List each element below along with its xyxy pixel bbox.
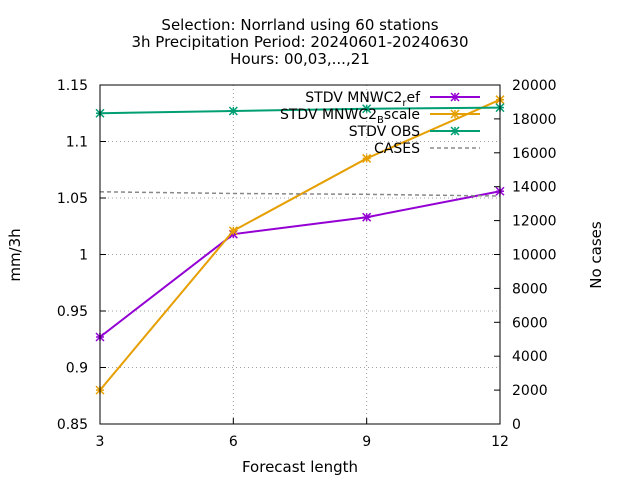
legend-marker-2	[450, 126, 460, 136]
title-line: Hours: 00,03,...,21	[230, 50, 370, 68]
y2-tick-label: 14000	[512, 180, 557, 196]
x-tick-label: 9	[362, 434, 371, 450]
y2-tick-label: 18000	[512, 112, 557, 128]
y-tick-label: 1	[79, 248, 88, 264]
y-tick-label: 1.1	[66, 135, 88, 151]
legend-label-1: STDV MNWC2Bscale	[280, 107, 420, 126]
legend-label-text: CASES	[374, 141, 420, 157]
legend-label-suffix: ef	[406, 90, 421, 106]
y2-tick-label: 8000	[512, 281, 548, 297]
y2-tick-label: 4000	[512, 349, 548, 365]
y-tick-label: 0.9	[66, 361, 88, 377]
x-axis-label: Forecast length	[242, 458, 358, 476]
series-2-point	[228, 106, 238, 116]
y2-tick-label: 16000	[512, 146, 557, 162]
legend-label-3: CASES	[374, 141, 420, 157]
series-0-point	[362, 212, 372, 222]
series-line-0	[99, 190, 501, 338]
series-1-point	[362, 153, 372, 163]
series-lines	[95, 95, 505, 395]
grid-lines	[100, 85, 500, 424]
y-tick-label: 0.85	[57, 417, 88, 433]
legend-label-2: STDV OBS	[349, 124, 420, 140]
title-line: Selection: Norrland using 60 stations	[161, 16, 438, 34]
series-line-3	[99, 191, 501, 197]
legend-label-subscript: B	[377, 115, 384, 126]
legend-label-text: STDV OBS	[349, 124, 420, 140]
y2-tick-label: 12000	[512, 214, 557, 230]
legend-label-suffix: scale	[384, 107, 420, 123]
series-line-2	[99, 106, 501, 115]
y2-axis-label: No cases	[587, 221, 605, 289]
x-tick-label: 3	[96, 434, 105, 450]
y2-tick-label: 6000	[512, 315, 548, 331]
y-axis-label: mm/3h	[6, 228, 24, 281]
legend-marker-0	[450, 92, 460, 102]
y2-tick-label: 0	[512, 417, 521, 433]
y2-tick-label: 10000	[512, 248, 557, 264]
y-tick-label: 1.05	[57, 191, 88, 207]
legend-label-subscript: r	[402, 98, 407, 109]
series-2-point	[362, 104, 372, 114]
x-tick-label: 12	[491, 434, 509, 450]
legend-label-text: STDV MNWC2	[305, 90, 402, 106]
y-tick-label: 1.15	[57, 78, 88, 94]
legend-label-text: STDV MNWC2	[280, 107, 377, 123]
title-line: 3h Precipitation Period: 20240601-202406…	[131, 33, 468, 51]
y2-tick-label: 2000	[512, 383, 548, 399]
y-tick-label: 0.95	[57, 304, 88, 320]
legend-marker-1	[450, 109, 460, 119]
axis-ticks: 0.85 0.9 0.95 1 1.05 1.1 1.15 0 2000 4000 6000 8000…	[57, 78, 557, 450]
series-line-1	[99, 98, 501, 391]
x-tick-label: 6	[229, 434, 238, 450]
y2-tick-label: 20000	[512, 78, 557, 94]
series-1-point	[228, 226, 238, 236]
legend-label-0: STDV MNWC2ref	[305, 90, 421, 109]
chart-title: Selection: Norrland using 60 stations3h …	[131, 16, 468, 68]
